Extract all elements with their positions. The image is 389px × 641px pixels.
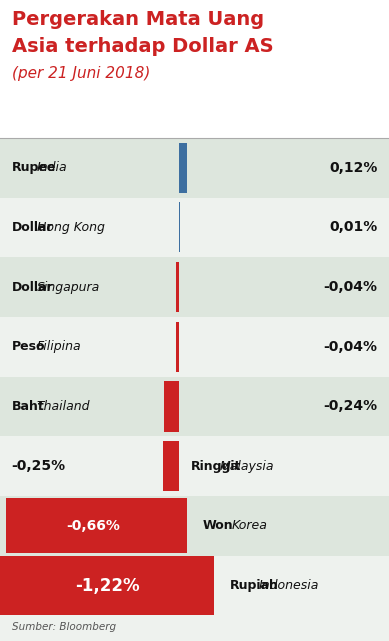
Text: Rupiah: Rupiah bbox=[230, 579, 279, 592]
Text: Hong Kong: Hong Kong bbox=[37, 221, 105, 234]
Text: Peso: Peso bbox=[12, 340, 45, 353]
Text: (per 21 Juni 2018): (per 21 Juni 2018) bbox=[12, 66, 150, 81]
Bar bbox=[0, 496, 389, 556]
Text: -0,04%: -0,04% bbox=[323, 340, 377, 354]
Text: Rupee: Rupee bbox=[12, 161, 56, 174]
Bar bbox=[163, 441, 179, 491]
Text: Singapura: Singapura bbox=[37, 281, 100, 294]
Bar bbox=[0, 556, 389, 615]
Text: -0,24%: -0,24% bbox=[323, 399, 377, 413]
Text: Won: Won bbox=[202, 519, 233, 532]
Bar bbox=[0, 257, 389, 317]
Text: 0,01%: 0,01% bbox=[329, 221, 377, 235]
Bar bbox=[0, 0, 389, 138]
Text: Asia terhadap Dollar AS: Asia terhadap Dollar AS bbox=[12, 37, 273, 56]
Bar bbox=[0, 138, 389, 197]
Text: -1,22%: -1,22% bbox=[75, 576, 139, 594]
Bar bbox=[179, 142, 187, 193]
Text: 0,12%: 0,12% bbox=[329, 161, 377, 174]
Bar bbox=[0, 437, 389, 496]
Text: Korea: Korea bbox=[231, 519, 267, 532]
Bar bbox=[176, 322, 179, 372]
Bar bbox=[0, 197, 389, 257]
Text: Dollar: Dollar bbox=[12, 221, 53, 234]
Text: India: India bbox=[37, 161, 68, 174]
Text: -0,25%: -0,25% bbox=[12, 459, 66, 473]
Text: Indonesia: Indonesia bbox=[259, 579, 319, 592]
Bar bbox=[0, 376, 389, 437]
Bar bbox=[0, 556, 214, 615]
Text: Sumber: Bloomberg: Sumber: Bloomberg bbox=[12, 622, 116, 632]
Text: Thailand: Thailand bbox=[37, 400, 91, 413]
Bar bbox=[176, 262, 179, 312]
Bar bbox=[0, 317, 389, 377]
Text: Filipina: Filipina bbox=[37, 340, 82, 353]
Text: -0,66%: -0,66% bbox=[67, 519, 120, 533]
Bar bbox=[179, 203, 180, 253]
Text: -0,04%: -0,04% bbox=[323, 280, 377, 294]
Text: Dollar: Dollar bbox=[12, 281, 53, 294]
Bar bbox=[164, 381, 179, 431]
Bar bbox=[6, 498, 187, 553]
Text: Ringgit: Ringgit bbox=[191, 460, 241, 472]
Text: Pergerakan Mata Uang: Pergerakan Mata Uang bbox=[12, 10, 264, 29]
Text: Malaysia: Malaysia bbox=[220, 460, 274, 472]
Text: Baht: Baht bbox=[12, 400, 44, 413]
